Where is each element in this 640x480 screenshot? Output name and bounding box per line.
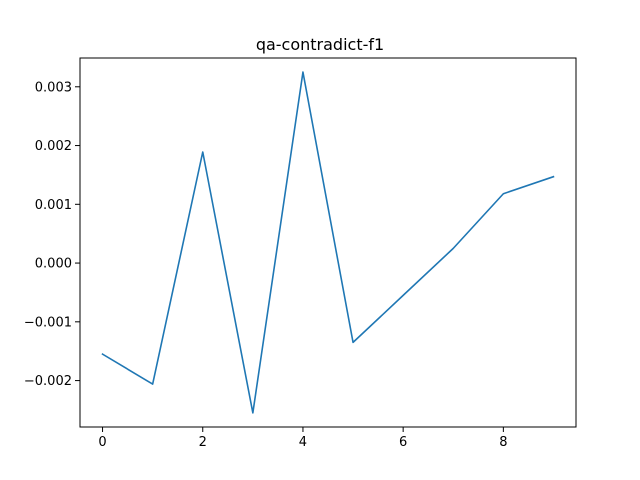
y-tick-label: 0.001 [35,198,72,213]
y-tick-label: −0.001 [24,315,72,330]
y-tick-label: 0.003 [35,80,72,95]
x-tick-label: 0 [98,435,106,450]
x-tick-label: 2 [199,435,207,450]
y-tick-label: 0.000 [35,257,72,272]
x-tick-label: 4 [299,435,307,450]
chart-title: qa-contradict-f1 [256,35,384,54]
x-tick-label: 8 [499,435,507,450]
series-line [101,71,555,414]
plot-area: 0 2 4 6 8 −0.002 −0.001 0.000 0.001 0.002 0.003 [24,57,577,450]
axes-frame [79,57,577,428]
x-tick-label: 6 [399,435,407,450]
y-tick-label: 0.002 [35,139,72,154]
y-tick-label: −0.002 [24,374,72,389]
